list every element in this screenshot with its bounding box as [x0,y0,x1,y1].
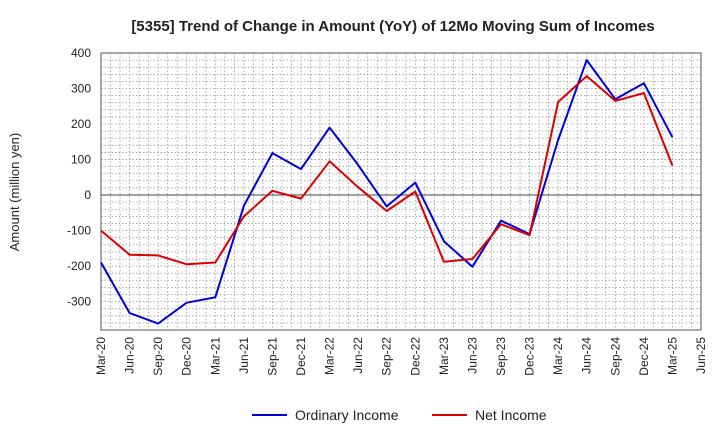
x-tick-label: Sep-24 [608,337,622,376]
x-tick-label: Jun-22 [351,337,365,374]
chart-title: [5355] Trend of Change in Amount (YoY) o… [131,18,654,35]
y-tick-label: -200 [67,259,91,273]
y-axis-label: Amount (million yen) [7,133,22,252]
x-tick-label: Mar-21 [208,337,222,375]
x-tick-label: Sep-21 [265,337,279,376]
y-tick-labels: 400 300 200 100 0 -100 -200 -300 [67,46,91,309]
x-tick-label: Mar-22 [323,337,337,375]
y-tick-label: 0 [84,188,91,202]
legend-label-1: Net Income [475,407,547,423]
x-tick-label: Dec-21 [294,337,308,376]
x-tick-label: Sep-22 [380,337,394,376]
legend: Ordinary Income Net Income [252,407,547,423]
x-tick-label: Dec-20 [180,337,194,376]
series-line-1 [100,75,674,266]
x-tick-label: Dec-22 [408,337,422,376]
x-tick-label: Mar-25 [665,337,679,375]
y-tick-label: -100 [67,224,91,238]
x-tick-label: Dec-23 [523,337,537,376]
series-lines [100,59,674,325]
x-tick-label: Sep-23 [494,337,508,376]
x-tick-labels: Mar-20 Jun-20 Sep-20 Dec-20 Mar-21 Jun-21 Sep-… [94,337,708,376]
series-line-0 [100,59,674,325]
x-tick-label: Sep-20 [151,337,165,376]
x-tick-label: Mar-20 [94,337,108,375]
x-tick-label: Mar-23 [437,337,451,375]
legend-label-0: Ordinary Income [295,407,399,423]
x-tick-label: Dec-24 [637,337,651,376]
x-tick-label: Jun-21 [237,337,251,374]
grid [101,53,701,330]
y-tick-label: 300 [71,82,91,96]
y-tick-label: 100 [71,153,91,167]
x-tick-label: Jun-25 [694,337,708,374]
x-tick-label: Jun-24 [580,337,594,374]
y-tick-label: 400 [71,46,91,60]
x-tick-label: Jun-20 [123,337,137,374]
x-tick-label: Mar-24 [551,337,565,375]
plot-frame [100,52,702,331]
y-tick-label: -300 [67,295,91,309]
x-tick-label: Jun-23 [465,337,479,374]
y-tick-label: 200 [71,117,91,131]
